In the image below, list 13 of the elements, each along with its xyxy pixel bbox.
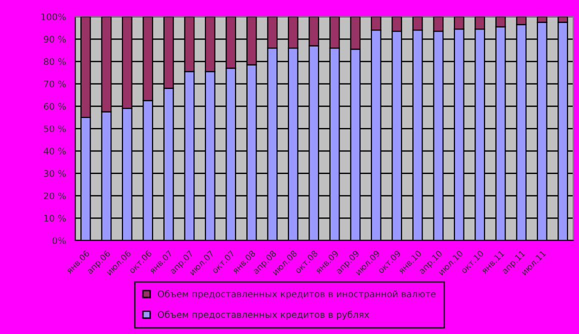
legend-label: Объем предоставленных кредитов в рублях [158, 310, 370, 320]
legend-label: Объем предоставленных кредитов в иностранной валюте [158, 290, 436, 300]
y-tick-label: 100% [41, 13, 66, 20]
y-tick-label: 30 % [44, 170, 66, 177]
y-tick-label: 20 % [44, 192, 66, 200]
y-tick-label: 60 % [44, 102, 66, 110]
y-tick-label: 0% [52, 237, 66, 244]
y-tick-label: 80 % [44, 58, 66, 66]
y-tick-label: 90 % [44, 36, 66, 43]
y-tick-label: 50 % [44, 125, 66, 132]
y-tick-label: 40 % [44, 148, 66, 155]
y-tick-label: 70 % [44, 80, 66, 88]
y-tick-label: 10 % [44, 214, 66, 222]
